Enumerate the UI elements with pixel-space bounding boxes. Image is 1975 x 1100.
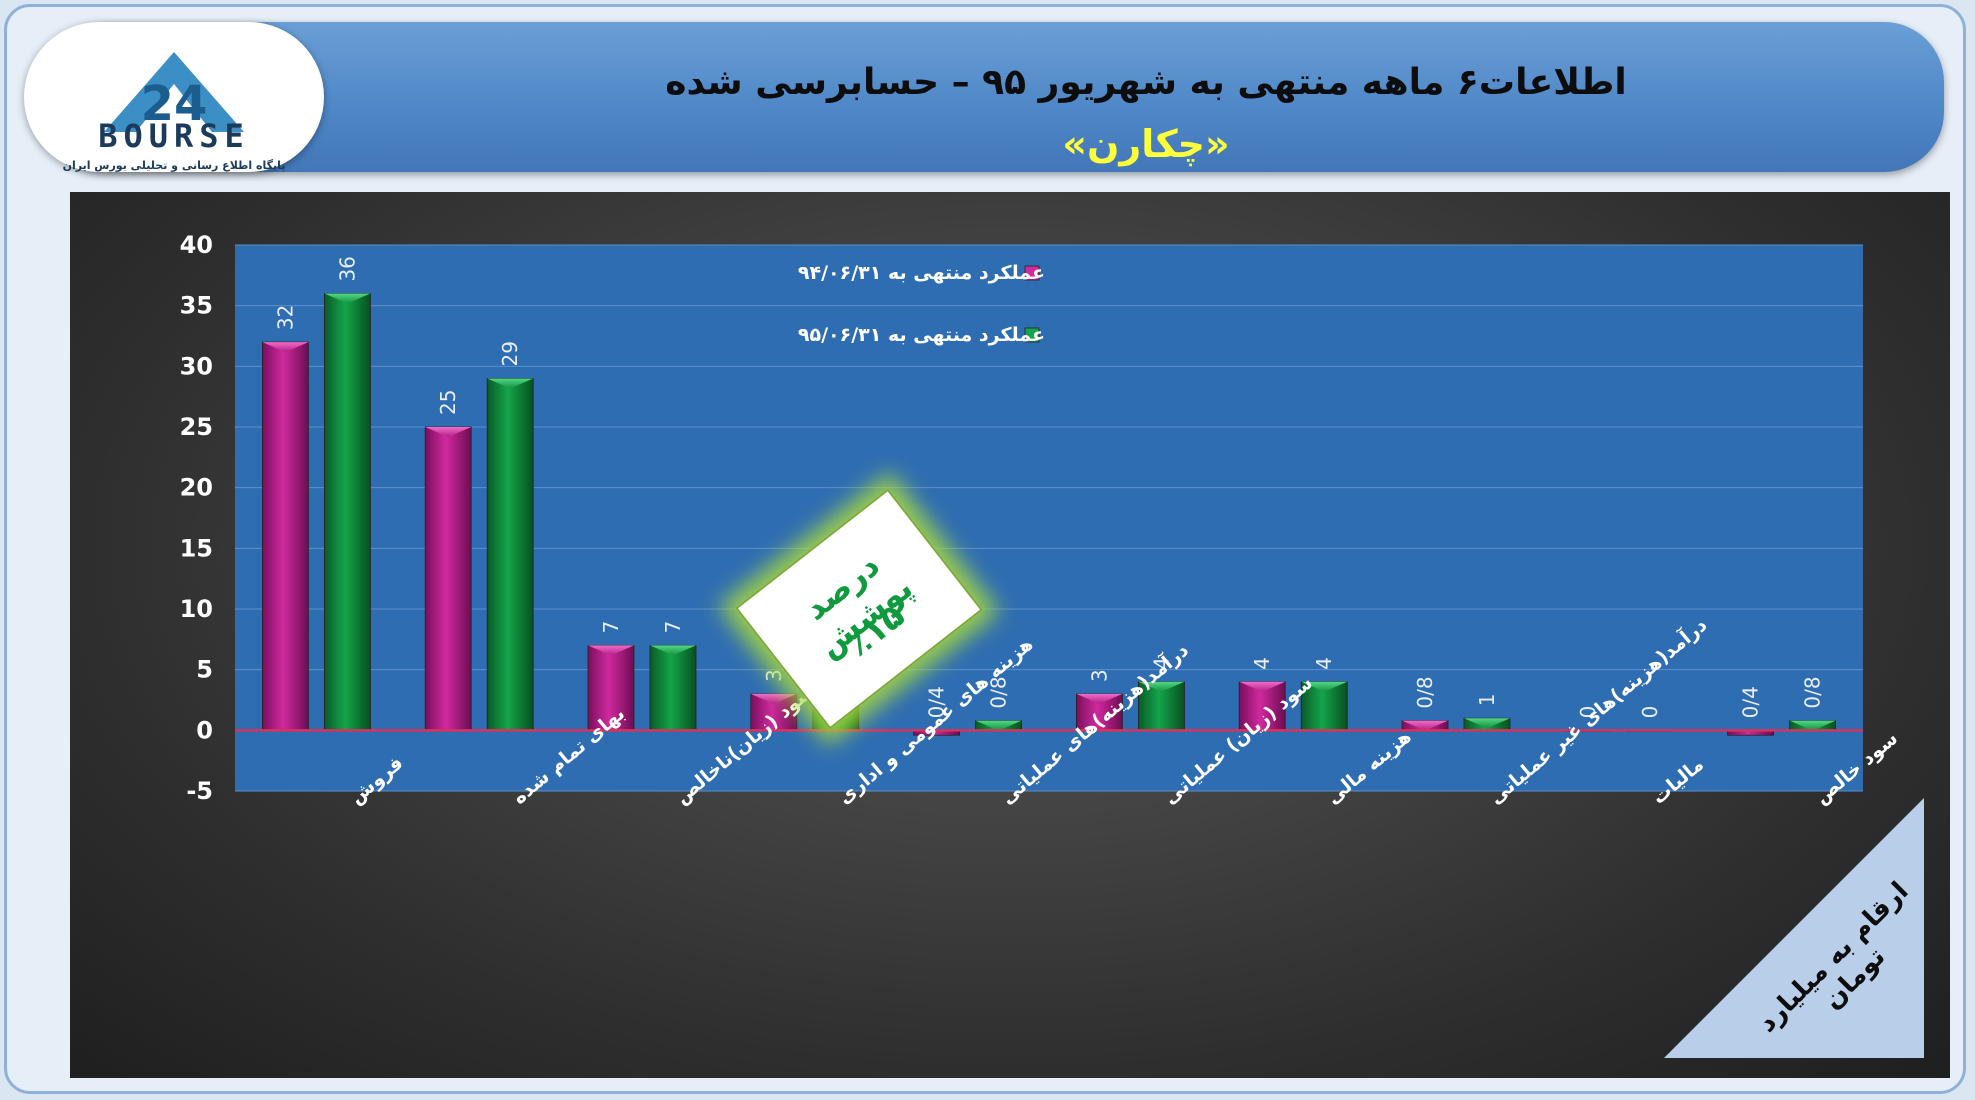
- logo-tagline: پایگاه اطلاع رسانی و تحلیلی بورس ایران: [62, 159, 286, 172]
- data-label: 0: [1576, 706, 1600, 719]
- y-tick-label: 15: [180, 534, 213, 562]
- bar-cap-s2: [1138, 681, 1185, 692]
- legend-swatch: [1024, 265, 1040, 281]
- y-tick-label: 30: [180, 352, 213, 380]
- logo-mark-icon: 24: [104, 52, 244, 132]
- chart-panel: -5 0 5 10 15 20 25 30 35 40 32 25 7 3 0/4 3 4 0/8 0 0/4 36 29…: [70, 192, 1950, 1078]
- company-name: «چکارن»: [1062, 122, 1230, 166]
- unit-note-corner: ارقام به میلیارد تومان: [1664, 798, 1924, 1058]
- logo-number: 24: [141, 76, 208, 132]
- data-label: 1: [1475, 693, 1499, 706]
- y-tick-label: -5: [186, 777, 213, 805]
- data-label: 0/4: [925, 686, 949, 718]
- data-label: 4: [1149, 657, 1173, 670]
- legend-entry: عملکرد منتهی به ۹۴/۰۶/۳۱: [798, 262, 1045, 284]
- data-label: 36: [335, 256, 359, 281]
- bar-cap-s2: [1789, 720, 1836, 731]
- data-label: 3: [1087, 669, 1111, 682]
- bar-cap-s1: [588, 645, 634, 656]
- bar-s1: [261, 341, 309, 731]
- bar-cap-s1: [1239, 681, 1286, 692]
- bar-cap-s2: [1464, 718, 1510, 729]
- legend-swatch: [1024, 327, 1040, 343]
- bar-cap-s2: [1301, 681, 1348, 692]
- bar-s2: [486, 378, 534, 731]
- bar-s2: [649, 644, 697, 731]
- bar-cap-s2: [975, 720, 1022, 731]
- bar-cap-s1: [750, 693, 797, 704]
- data-label: 29: [498, 341, 522, 366]
- bar-cap-s2: [487, 378, 534, 389]
- y-tick-label: 25: [180, 413, 213, 441]
- data-label: 25: [436, 390, 460, 415]
- y-tick-label: 20: [180, 474, 213, 502]
- data-label: 0/8: [1801, 676, 1825, 708]
- data-label: 7: [661, 621, 685, 634]
- bar-cap-s1: [262, 342, 309, 353]
- y-tick-label: 35: [180, 292, 213, 320]
- data-label: 4: [1312, 657, 1336, 670]
- y-tick-label: 10: [180, 595, 213, 623]
- bar-cap-s2: [650, 645, 696, 656]
- data-label: 4: [1250, 657, 1274, 670]
- data-label: 0/8: [987, 676, 1011, 708]
- data-label: 0/8: [1413, 676, 1437, 708]
- bar-s1: [424, 426, 472, 731]
- header-banner: اطلاعات۶ ماهه منتهی به شهریور ۹۵ – حسابر…: [48, 22, 1944, 172]
- y-tick-label: 0: [196, 716, 213, 744]
- bar-s2: [323, 293, 371, 731]
- page-title: اطلاعات۶ ماهه منتهی به شهریور ۹۵ – حسابر…: [665, 62, 1627, 103]
- bourse24-logo: 24 BOURSE پایگاه اطلاع رسانی و تحلیلی بو…: [24, 22, 324, 172]
- data-label: 3: [762, 669, 786, 682]
- bar-cap-s1: [1076, 693, 1123, 704]
- data-label: 0: [1638, 706, 1662, 719]
- y-tick-label: 40: [180, 231, 213, 259]
- logo-brand: BOURSE: [98, 117, 250, 155]
- plot-area: [235, 245, 1863, 791]
- y-tick-label: 5: [196, 656, 213, 684]
- legend-entry: عملکرد منتهی به ۹۵/۰۶/۳۱: [798, 324, 1045, 346]
- bar-cap-s1: [1402, 720, 1448, 731]
- bar-cap-s1: [425, 427, 472, 437]
- data-label: 0/4: [1739, 686, 1763, 718]
- bar-cap-s2: [324, 293, 371, 304]
- data-label: 7: [599, 621, 623, 634]
- data-label: 32: [273, 305, 297, 330]
